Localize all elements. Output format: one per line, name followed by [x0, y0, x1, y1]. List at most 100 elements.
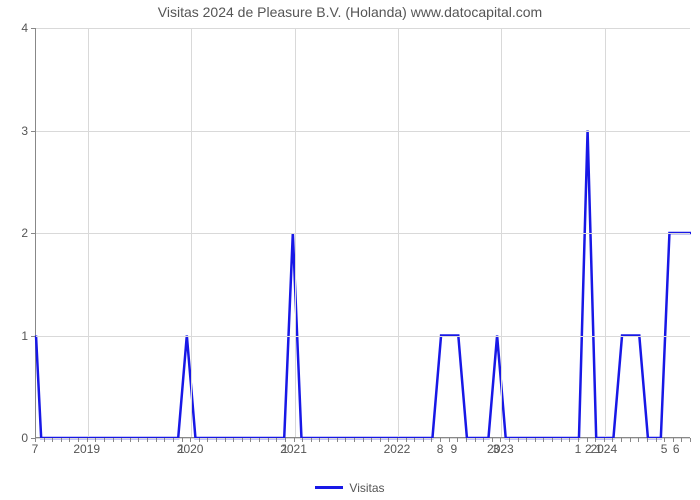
value-label: 1	[178, 442, 185, 456]
xtick-minor	[647, 438, 648, 442]
xtick-minor	[354, 438, 355, 442]
xtick-minor	[78, 438, 79, 442]
xtick-minor	[121, 438, 122, 442]
xtick-minor	[337, 438, 338, 442]
value-label: 5	[661, 442, 668, 456]
grid-line-v	[88, 28, 89, 437]
xtick-minor	[61, 438, 62, 442]
xtick-minor	[569, 438, 570, 442]
xtick-minor	[173, 438, 174, 442]
xtick-minor	[164, 438, 165, 442]
xtick-minor	[397, 438, 398, 442]
xtick-minor	[604, 438, 605, 442]
value-label: 1	[282, 442, 289, 456]
xtick-minor	[242, 438, 243, 442]
xtick-minor	[87, 438, 88, 442]
xtick-minor	[52, 438, 53, 442]
ytick-label: 4	[21, 21, 28, 35]
grid-line-h	[36, 336, 690, 337]
value-label: 3	[493, 442, 500, 456]
xtick-minor	[319, 438, 320, 442]
xtick-minor	[69, 438, 70, 442]
xtick-minor	[276, 438, 277, 442]
xtick-minor	[138, 438, 139, 442]
value-label: 1	[595, 442, 602, 456]
xtick-minor	[207, 438, 208, 442]
series-polyline	[36, 131, 691, 439]
ytick-mark	[31, 233, 35, 234]
xtick-minor	[302, 438, 303, 442]
xtick-minor	[638, 438, 639, 442]
xtick-minor	[423, 438, 424, 442]
ytick-label: 0	[21, 431, 28, 445]
ytick-label: 3	[21, 124, 28, 138]
grid-line-v	[191, 28, 192, 437]
xtick-minor	[483, 438, 484, 442]
xtick-minor	[535, 438, 536, 442]
xtick-minor	[345, 438, 346, 442]
xtick-minor	[95, 438, 96, 442]
xtick-minor	[104, 438, 105, 442]
xtick-minor	[259, 438, 260, 442]
xtick-minor	[225, 438, 226, 442]
grid-line-v	[605, 28, 606, 437]
grid-line-h	[36, 131, 690, 132]
xtick-minor	[113, 438, 114, 442]
ytick-label: 1	[21, 329, 28, 343]
xtick-minor	[294, 438, 295, 442]
grid-line-v	[501, 28, 502, 437]
xtick-minor	[406, 438, 407, 442]
value-label: 1	[575, 442, 582, 456]
xtick-minor	[190, 438, 191, 442]
xtick-minor	[380, 438, 381, 442]
xtick-minor	[690, 438, 691, 442]
xtick-minor	[431, 438, 432, 442]
value-label: 9	[451, 442, 458, 456]
grid-line-v	[398, 28, 399, 437]
xtick-label: 2019	[73, 442, 100, 456]
ytick-mark	[31, 336, 35, 337]
xtick-minor	[475, 438, 476, 442]
ytick-mark	[31, 131, 35, 132]
plot-area	[35, 28, 690, 438]
value-label: 8	[437, 442, 444, 456]
xtick-minor	[328, 438, 329, 442]
xtick-minor	[156, 438, 157, 442]
ytick-label: 2	[21, 226, 28, 240]
legend-swatch	[315, 486, 343, 489]
xtick-minor	[630, 438, 631, 442]
value-label: 7	[32, 442, 39, 456]
grid-line-v	[295, 28, 296, 437]
xtick-minor	[612, 438, 613, 442]
xtick-minor	[199, 438, 200, 442]
xtick-minor	[216, 438, 217, 442]
xtick-minor	[233, 438, 234, 442]
xtick-minor	[509, 438, 510, 442]
chart-container: Visitas 2024 de Pleasure B.V. (Holanda) …	[0, 0, 700, 500]
chart-title: Visitas 2024 de Pleasure B.V. (Holanda) …	[0, 4, 700, 20]
xtick-label: 2023	[487, 442, 514, 456]
xtick-label: 2022	[384, 442, 411, 456]
value-label: 2	[585, 442, 592, 456]
legend-item: Visitas	[315, 481, 384, 495]
grid-line-h	[36, 28, 690, 29]
legend-label: Visitas	[349, 481, 384, 495]
grid-line-h	[36, 233, 690, 234]
xtick-minor	[518, 438, 519, 442]
ytick-mark	[31, 28, 35, 29]
xtick-minor	[250, 438, 251, 442]
xtick-minor	[466, 438, 467, 442]
xtick-minor	[681, 438, 682, 442]
xtick-minor	[621, 438, 622, 442]
legend: Visitas	[0, 476, 700, 495]
xtick-minor	[268, 438, 269, 442]
xtick-minor	[363, 438, 364, 442]
xtick-minor	[500, 438, 501, 442]
xtick-minor	[311, 438, 312, 442]
xtick-minor	[130, 438, 131, 442]
xtick-minor	[656, 438, 657, 442]
xtick-minor	[414, 438, 415, 442]
xtick-minor	[388, 438, 389, 442]
xtick-minor	[526, 438, 527, 442]
xtick-minor	[552, 438, 553, 442]
